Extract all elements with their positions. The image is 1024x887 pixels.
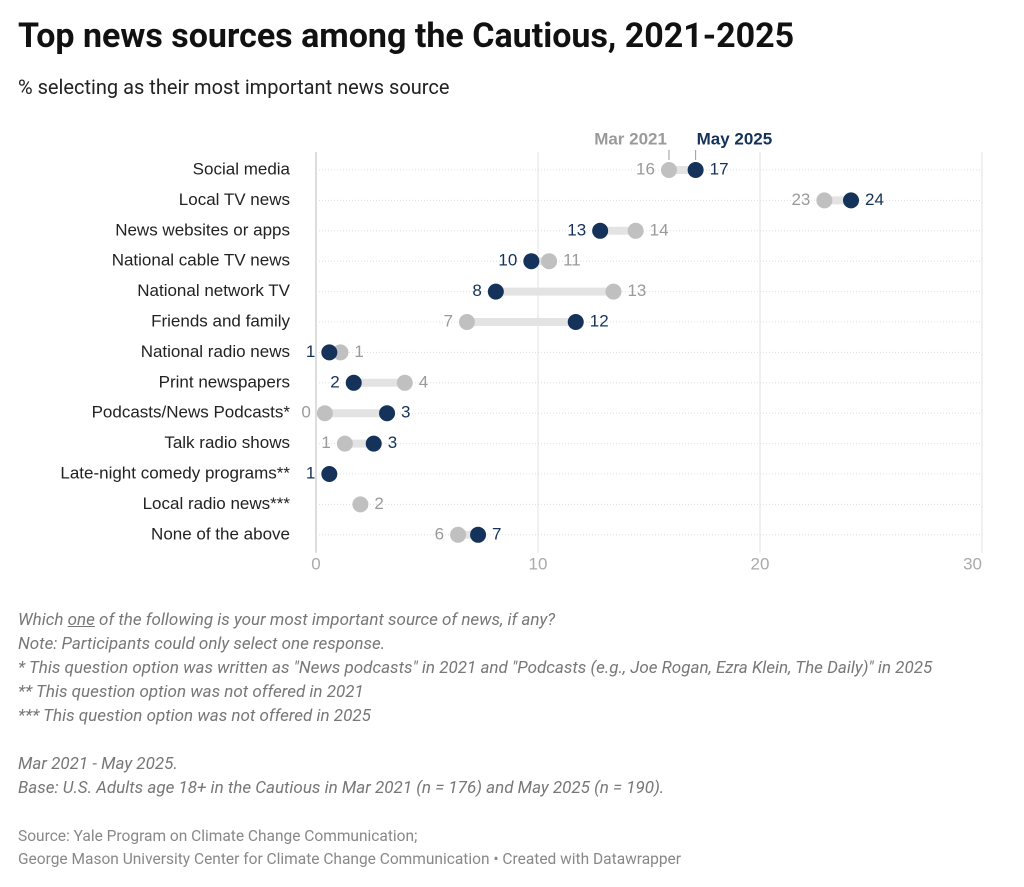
value-label: 1 <box>354 342 363 361</box>
dot <box>605 283 622 300</box>
value-label: 1 <box>306 342 315 361</box>
y-tick-label: Friends and family <box>151 311 290 330</box>
x-tick-label: 0 <box>311 554 320 573</box>
notes: Which one of the following is your most … <box>18 608 978 800</box>
value-label: 0 <box>301 403 310 422</box>
chart-title: Top news sources among the Cautious, 202… <box>18 16 795 56</box>
dot <box>365 435 382 452</box>
value-label: 12 <box>590 311 609 330</box>
dot <box>321 344 338 361</box>
chart-subtitle: % selecting as their most important news… <box>18 75 450 99</box>
value-label: 14 <box>650 220 669 239</box>
question: Which one of the following is your most … <box>18 608 978 632</box>
source: Source: Yale Program on Climate Change C… <box>18 825 681 871</box>
base: Base: U.S. Adults age 18+ in the Cautiou… <box>18 778 665 798</box>
value-label: 17 <box>710 159 729 178</box>
y-tick-label: National cable TV news <box>112 251 290 270</box>
y-tick-label: Local radio news*** <box>143 494 291 513</box>
value-label: 3 <box>401 403 410 422</box>
dot <box>345 374 362 391</box>
value-label: 8 <box>472 281 481 300</box>
value-label: 7 <box>443 311 452 330</box>
y-tick-label: Podcasts/News Podcasts* <box>92 403 291 422</box>
note: Note: Participants could only select one… <box>18 634 386 654</box>
value-label: 2 <box>374 494 383 513</box>
value-label: 4 <box>419 372 428 391</box>
note-text: Which <box>18 610 68 630</box>
dot <box>816 192 833 209</box>
value-label: 7 <box>492 524 501 543</box>
y-tick-label: Talk radio shows <box>164 433 290 452</box>
dot <box>687 162 704 178</box>
dot <box>567 314 584 330</box>
source-line: Source: Yale Program on Climate Change C… <box>18 827 418 845</box>
x-tick-label: 30 <box>963 554 982 573</box>
dot <box>843 192 860 209</box>
dot <box>592 222 609 239</box>
dot <box>332 344 349 361</box>
note-text: one <box>67 610 95 630</box>
value-label: 13 <box>567 220 586 239</box>
dot <box>352 496 369 513</box>
dot <box>450 526 467 543</box>
dot <box>379 405 396 422</box>
value-label: 1 <box>306 463 315 482</box>
dot <box>523 253 540 270</box>
dot <box>396 374 413 391</box>
dot <box>660 162 677 178</box>
value-label: 2 <box>330 372 339 391</box>
y-tick-label: National network TV <box>137 281 290 300</box>
y-tick-label: Social media <box>193 159 291 178</box>
dot <box>470 526 487 543</box>
legend-label: May 2025 <box>697 129 773 148</box>
dot <box>321 466 338 482</box>
value-label: 1 <box>321 433 330 452</box>
value-label: 3 <box>388 433 397 452</box>
dot <box>487 283 504 300</box>
note-text: of the following is your most important … <box>94 610 556 630</box>
y-tick-label: Local TV news <box>179 190 290 209</box>
x-tick-label: 20 <box>751 554 770 573</box>
value-label: 16 <box>636 159 655 178</box>
note: ** This question option was not offered … <box>18 682 364 702</box>
value-label: 24 <box>865 190 884 209</box>
y-tick-label: National radio news <box>141 342 290 361</box>
dot <box>541 253 558 270</box>
legend-label: Mar 2021 <box>594 129 667 148</box>
y-tick-label: Print newspapers <box>159 372 290 391</box>
note: * This question option was written as "N… <box>18 658 933 678</box>
y-tick-label: News websites or apps <box>115 220 290 239</box>
note: *** This question option was not offered… <box>18 706 371 726</box>
y-tick-label: Late-night comedy programs** <box>60 463 290 482</box>
value-label: 11 <box>563 251 581 270</box>
dot <box>627 222 644 239</box>
dot <box>316 405 333 422</box>
value-label: 6 <box>435 524 444 543</box>
value-label: 13 <box>627 281 646 300</box>
value-label: 23 <box>791 190 810 209</box>
y-tick-label: None of the above <box>151 524 290 543</box>
x-tick-label: 10 <box>529 554 548 573</box>
dot <box>336 435 353 452</box>
dot <box>458 314 475 330</box>
source-line: George Mason University Center for Clima… <box>18 850 682 868</box>
period: Mar 2021 - May 2025. <box>18 754 178 774</box>
value-label: 10 <box>498 251 517 270</box>
